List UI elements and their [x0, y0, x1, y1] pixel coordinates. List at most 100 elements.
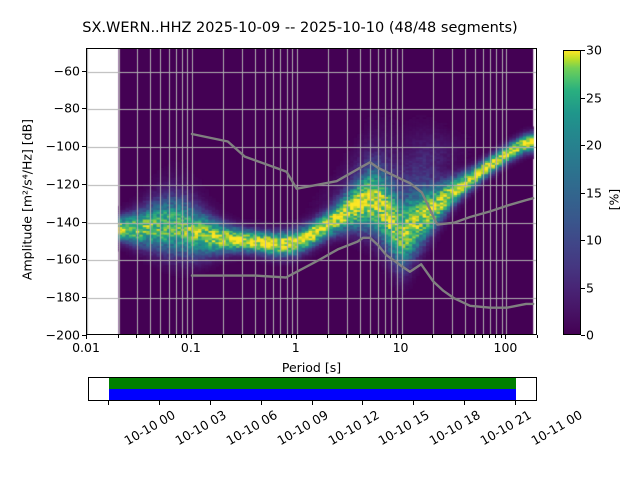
timeline-tick-label: 10-10 09 — [274, 407, 331, 449]
colorbar-tick-label: 20 — [586, 137, 602, 153]
figure-title: SX.WERN..HHZ 2025-10-09 -- 2025-10-10 (4… — [82, 20, 518, 36]
colorbar-tick-mark — [581, 145, 585, 146]
nlnm-curve — [190, 236, 535, 309]
coverage-bar-blue — [109, 389, 516, 400]
coverage-bar-green — [109, 378, 516, 389]
x-tick-mark — [240, 335, 242, 338]
colorbar-label: [%] — [606, 188, 622, 211]
axes-gridlines — [87, 49, 536, 334]
x-tick-mark — [489, 335, 491, 338]
y-tick-label: −60 — [53, 63, 80, 79]
timeline-tick-mark — [514, 401, 516, 405]
x-tick-mark — [190, 335, 192, 339]
x-tick-mark — [358, 335, 360, 338]
timeline-tick-label: 10-10 03 — [172, 407, 229, 449]
x-tick-label: 100 — [493, 340, 518, 355]
x-tick-mark — [369, 335, 370, 338]
x-tick-mark — [253, 335, 255, 338]
x-tick-mark — [136, 335, 138, 338]
timeline-tick-mark — [413, 401, 415, 405]
x-tick-mark — [345, 335, 347, 338]
y-tick-mark — [82, 335, 86, 336]
y-tick-mark — [82, 221, 86, 223]
timeline-tick-mark — [209, 401, 211, 405]
x-tick-mark — [159, 335, 161, 338]
x-tick-mark — [279, 335, 281, 338]
timeline-tick-mark — [158, 401, 160, 405]
y-tick-mark — [82, 70, 86, 72]
x-tick-mark — [482, 335, 484, 338]
timeline-tick-label: 10-10 21 — [477, 407, 534, 449]
colorbar-tick-label: 30 — [586, 42, 602, 58]
colorbar-tick-label: 25 — [586, 90, 602, 105]
y-tick-label: −160 — [45, 251, 80, 267]
y-tick-label: −100 — [45, 138, 80, 154]
colorbar-tick-mark — [581, 50, 585, 51]
y-tick-label: −140 — [45, 214, 80, 230]
x-tick-mark — [149, 335, 151, 338]
x-tick-label: 0.1 — [180, 340, 201, 355]
x-tick-mark — [463, 335, 465, 338]
y-tick-mark — [82, 297, 86, 299]
x-tick-mark — [400, 335, 402, 339]
colorbar-tick-mark — [581, 335, 585, 336]
colorbar-tick-label: 5 — [586, 280, 594, 295]
y-tick-label: −180 — [45, 289, 80, 305]
y-tick-label: −200 — [45, 327, 80, 343]
x-tick-mark — [222, 335, 224, 338]
nhnm-curve — [190, 132, 535, 226]
x-tick-mark — [450, 335, 452, 338]
x-tick-mark — [295, 335, 297, 339]
timeline-tick-mark — [260, 401, 262, 405]
x-tick-mark — [495, 335, 497, 338]
x-axis-label: Period [s] — [281, 360, 342, 375]
x-tick-mark — [327, 335, 329, 338]
x-tick-mark — [86, 335, 87, 339]
x-tick-mark — [186, 335, 188, 338]
colorbar-tick-mark — [581, 192, 585, 194]
x-tick-mark — [285, 335, 287, 338]
y-tick-mark — [82, 259, 86, 261]
colorbar — [563, 50, 581, 335]
colorbar-tick-mark — [581, 287, 585, 289]
timeline-tick-label: 10-10 18 — [426, 407, 483, 449]
x-tick-mark — [537, 335, 538, 338]
x-tick-label: 10 — [392, 340, 409, 355]
x-tick-mark — [264, 335, 266, 338]
x-tick-label: 1 — [291, 340, 300, 355]
ppsd-axes — [86, 48, 537, 335]
x-tick-mark — [272, 335, 274, 338]
timeline-tick-label: 10-10 12 — [325, 407, 382, 449]
timeline-tick-mark — [311, 401, 313, 405]
y-tick-label: −120 — [45, 176, 80, 192]
timeline-tick-mark — [108, 401, 110, 405]
x-tick-mark — [395, 335, 397, 338]
timeline-tick-label: 10-10 06 — [223, 407, 280, 449]
colorbar-tick-label: 10 — [586, 232, 602, 248]
y-tick-mark — [82, 183, 86, 185]
colorbar-tick-label: 0 — [586, 327, 594, 343]
colorbar-tick-mark — [581, 97, 585, 99]
timeline-tick-label: 10-10 15 — [375, 407, 433, 449]
x-tick-mark — [432, 335, 434, 338]
y-tick-mark — [82, 146, 86, 148]
x-tick-mark — [500, 335, 502, 338]
x-tick-mark — [390, 335, 392, 338]
x-tick-mark — [384, 335, 386, 338]
timeline-tick-mark — [362, 401, 364, 405]
x-tick-mark — [505, 335, 507, 339]
timeline-tick-label: 10-11 00 — [528, 407, 585, 449]
noise-model-curves — [190, 132, 535, 309]
x-tick-mark — [290, 335, 292, 338]
x-tick-mark — [377, 335, 379, 338]
data-coverage-timeline — [88, 377, 537, 401]
y-tick-label: −80 — [53, 100, 80, 116]
x-tick-mark — [180, 335, 182, 338]
colorbar-tick-label: 15 — [586, 185, 602, 200]
y-tick-mark — [82, 108, 86, 110]
x-tick-mark — [167, 335, 169, 338]
y-axis-label: Amplitude [m²/s⁴/Hz] [dB] — [19, 118, 35, 281]
x-tick-label: 0.01 — [72, 340, 100, 355]
timeline-tick-mark — [464, 401, 466, 405]
